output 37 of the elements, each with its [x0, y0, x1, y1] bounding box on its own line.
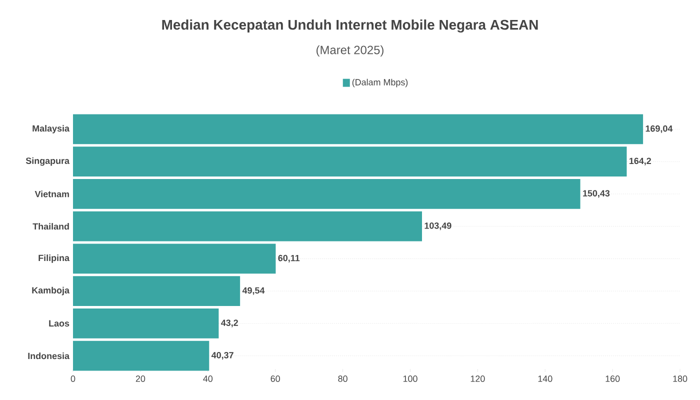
bar [73, 114, 644, 144]
y-tick-label: Malaysia [32, 125, 70, 134]
chart-title: Median Kecepatan Unduh Internet Mobile Negara ASEAN [162, 19, 538, 33]
bar [73, 244, 276, 274]
data-label: 60,11 [278, 254, 300, 263]
data-label: 169,04 [646, 125, 673, 134]
bar [73, 146, 627, 176]
chart-subtitle: (Maret 2025) [316, 45, 384, 57]
bar [73, 179, 580, 209]
x-tick-label: 180 [673, 376, 688, 382]
x-tick-label: 0 [70, 376, 76, 382]
bar [73, 211, 422, 242]
y-tick-label: Thailand [32, 223, 69, 230]
x-tick-label: 140 [538, 376, 552, 382]
legend-label: (Dalam Mbps) [352, 78, 408, 88]
data-label: 103,49 [424, 222, 452, 230]
x-tick-label: 160 [606, 376, 620, 382]
data-label: 49,54 [242, 287, 265, 295]
data-label: 150,43 [583, 190, 610, 198]
x-tick-label: 80 [338, 376, 348, 382]
data-label: 40,37 [211, 352, 234, 360]
y-tick-label: Laos [49, 320, 70, 327]
bar [73, 276, 240, 306]
y-tick-label: Vietnam [34, 190, 69, 198]
x-tick-label: 60 [270, 376, 280, 382]
bar [73, 340, 210, 371]
y-tick-label: Kamboja [32, 286, 70, 296]
data-label: 164,2 [629, 158, 652, 166]
x-tick-label: 20 [136, 376, 146, 382]
x-tick-label: 100 [403, 376, 418, 382]
data-label: 43,2 [221, 320, 238, 328]
bar [73, 308, 219, 338]
x-tick-label: 120 [470, 376, 485, 382]
y-tick-label: Indonesia [28, 352, 70, 360]
y-tick-label: Singapura [26, 157, 70, 166]
y-tick-label: Filipina [38, 254, 70, 263]
x-tick-label: 40 [203, 376, 213, 382]
